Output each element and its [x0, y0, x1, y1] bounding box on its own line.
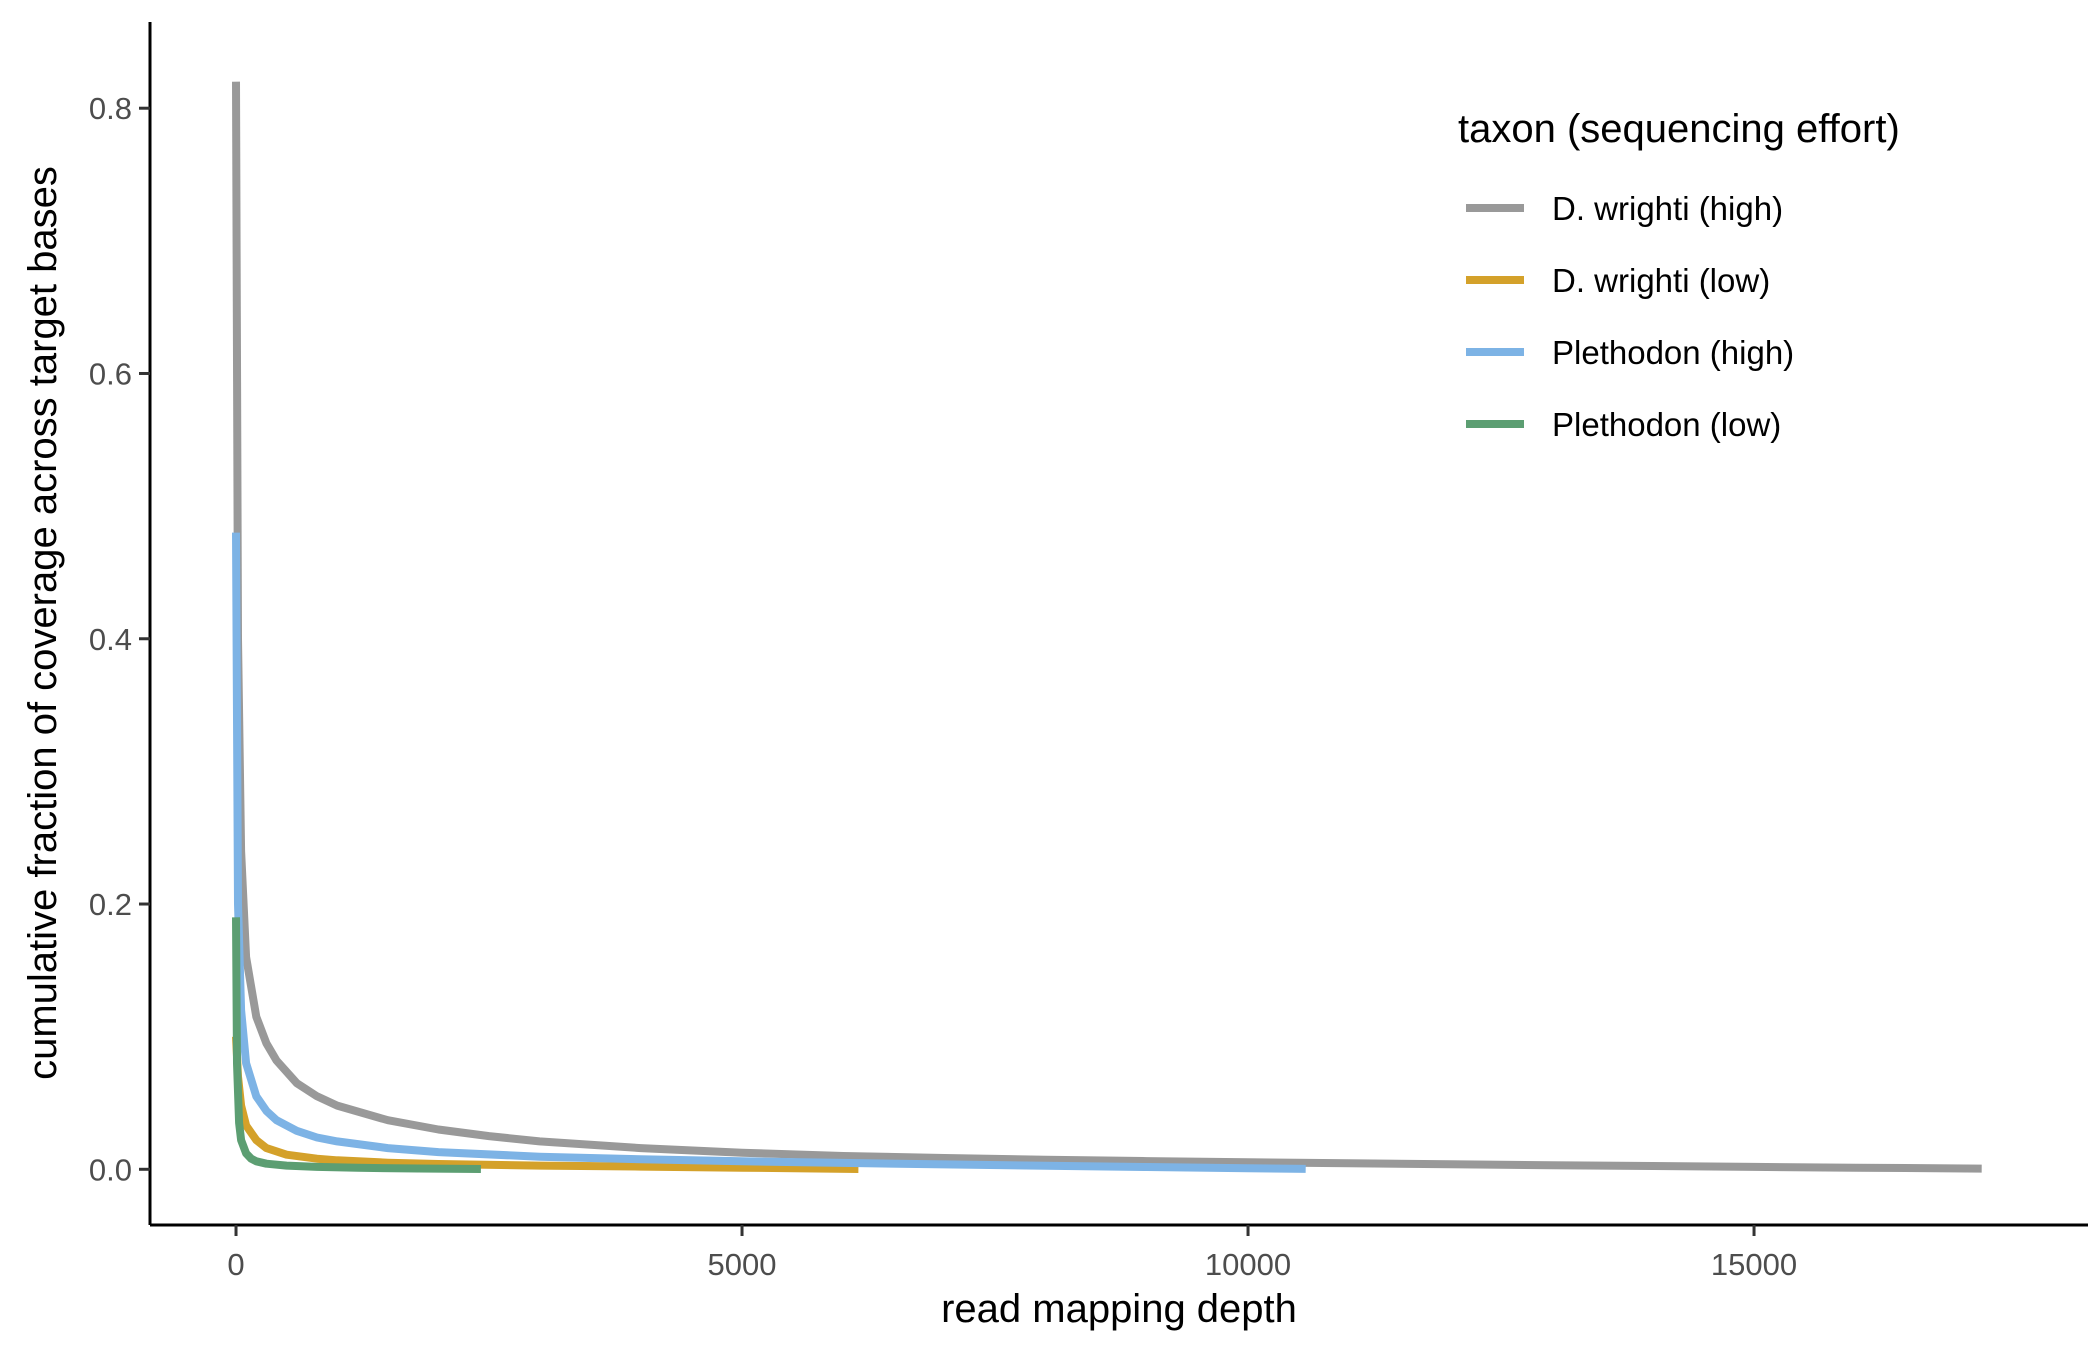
y-tick-label-1: 0.2	[89, 887, 132, 922]
y-tick-label-2: 0.4	[89, 622, 132, 657]
x-axis-ticks: 0 5000 10000 15000	[227, 1225, 1797, 1282]
legend-items: D. wrighti (high) D. wrighti (low) Plethod…	[1466, 190, 1794, 443]
x-tick-label-1: 5000	[708, 1247, 777, 1282]
y-tick-label-3: 0.6	[89, 356, 132, 391]
plot-area	[232, 81, 1982, 1173]
legend-label-0: D. wrighti (high)	[1552, 190, 1783, 227]
y-tick-label-0: 0.0	[89, 1152, 132, 1187]
legend-title: taxon (sequencing effort)	[1458, 107, 1900, 151]
y-axis-ticks: 0.0 0.2 0.4 0.6 0.8	[89, 91, 150, 1187]
series-line-3	[232, 917, 481, 1173]
y-tick-label-4: 0.8	[89, 91, 132, 126]
legend-label-2: Plethodon (high)	[1552, 334, 1794, 371]
legend-label-3: Plethodon (low)	[1552, 406, 1781, 443]
x-tick-label-2: 10000	[1205, 1247, 1291, 1282]
x-tick-label-0: 0	[227, 1247, 244, 1282]
series-line-2	[232, 532, 1306, 1173]
x-tick-label-3: 15000	[1711, 1247, 1797, 1282]
x-axis-title: read mapping depth	[941, 1287, 1297, 1331]
legend: taxon (sequencing effort) D. wrighti (hi…	[1458, 107, 1900, 443]
legend-label-1: D. wrighti (low)	[1552, 262, 1770, 299]
series-line-1	[232, 1036, 859, 1173]
y-axis-title: cumulative fraction of coverage across t…	[21, 166, 65, 1080]
series-line-0	[232, 81, 1982, 1173]
